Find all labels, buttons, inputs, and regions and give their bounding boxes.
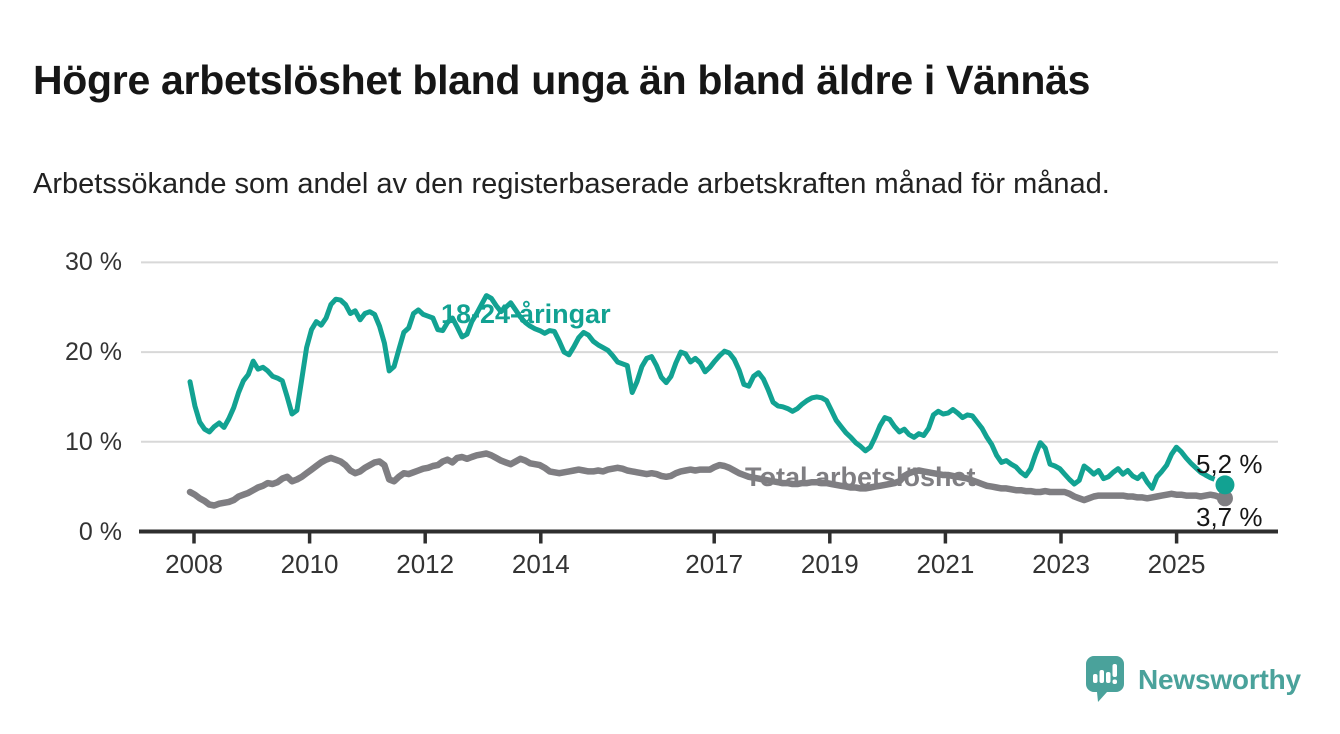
end-dot-total — [1216, 490, 1233, 507]
x-axis-label: 2010 — [280, 549, 339, 579]
page-title: Högre arbetslöshet bland unga än bland ä… — [33, 57, 1091, 104]
x-axis-label: 2025 — [1147, 549, 1206, 579]
x-axis-label: 2017 — [685, 549, 744, 579]
line-total-arbetsloshet — [186, 450, 1229, 509]
y-axis-label: 20 % — [65, 338, 122, 367]
end-value-label-young: 5,2 % — [1196, 449, 1263, 479]
end-dot-young — [1215, 475, 1235, 495]
series-label-total: Total arbetslöshet — [745, 462, 976, 492]
x-axis-label: 2012 — [396, 549, 455, 579]
y-axis-label: 0 % — [78, 517, 122, 546]
x-axis-label: 2021 — [916, 549, 975, 579]
chart-subtitle: Arbetssökande som andel av den registerb… — [33, 168, 1110, 200]
x-axis-label: 2014 — [511, 549, 570, 579]
x-axis-label: 2008 — [165, 549, 223, 579]
y-axis-label: 30 % — [65, 248, 122, 277]
series-label-young: 18-24-åringar — [441, 299, 611, 329]
newsworthy-bubble-barchart-icon — [1086, 656, 1124, 702]
newsworthy-logo-text: Newsworthy — [1138, 664, 1301, 695]
line-18-24-aringar — [187, 293, 1208, 491]
newsworthy-logo: Newsworthy — [1086, 656, 1301, 704]
x-axis-label: 2023 — [1032, 549, 1090, 579]
end-value-label-total: 3,7 % — [1196, 502, 1263, 532]
x-axis-label: 2019 — [800, 549, 859, 579]
y-axis-label: 10 % — [65, 427, 122, 456]
